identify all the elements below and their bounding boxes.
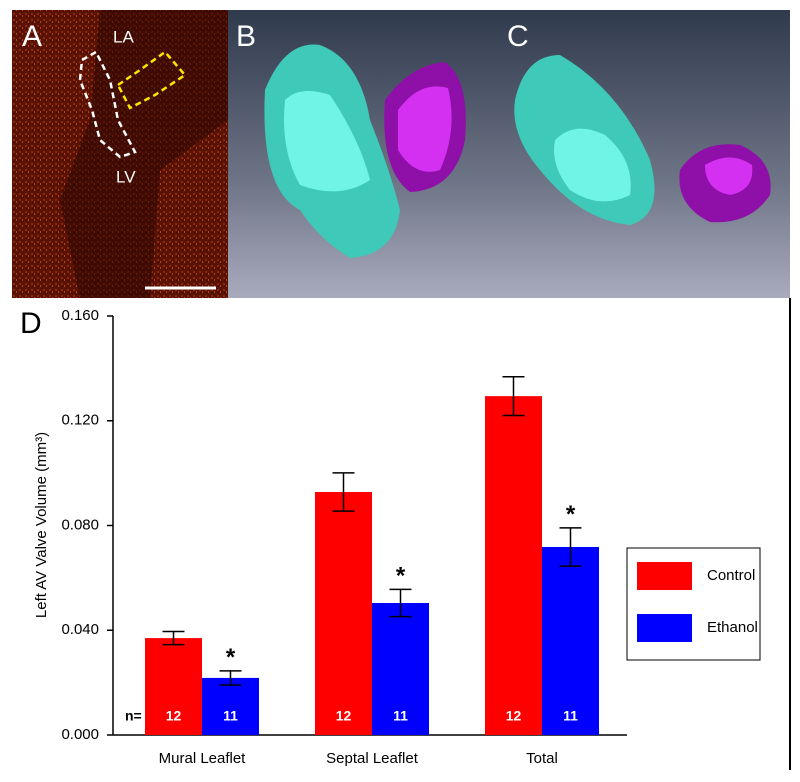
outline-white [78, 50, 137, 159]
panel-label: C [507, 20, 529, 53]
n-label: 11 [393, 708, 408, 724]
significance-marker: * [226, 644, 236, 671]
cyan-leaflet-highlight [284, 91, 370, 192]
y-tick-label: 0.080 [61, 516, 99, 533]
y-tick-label: 0.000 [61, 726, 99, 743]
panel-label: D [20, 307, 42, 340]
n-label: 12 [336, 708, 352, 724]
y-tick-label: 0.120 [61, 412, 99, 429]
panel-d: D Left AV Valve Volume (mm³) 0.000 0.040 0… [20, 298, 791, 770]
purple-leaflet-highlight [398, 86, 452, 172]
significance-marker: * [396, 563, 406, 590]
n-label-prefix: n= [125, 708, 142, 724]
bar [145, 638, 202, 735]
significance-marker: * [566, 501, 576, 528]
bar [485, 396, 542, 735]
panel-b: B [228, 10, 499, 298]
cyan-leaflet-highlight [554, 128, 631, 202]
y-axis-label: Left AV Valve Volume (mm³) [33, 432, 50, 618]
panel-label: A [22, 20, 42, 53]
bar [202, 677, 259, 735]
x-tick-label: Total [526, 750, 558, 767]
n-label: 12 [506, 708, 522, 724]
outline-yellow [116, 50, 187, 110]
legend-label: Ethanol [707, 619, 758, 636]
annotation: LA [113, 27, 134, 46]
bar [315, 491, 372, 735]
y-tick-label: 0.160 [61, 307, 99, 324]
annotation: LV [116, 167, 136, 186]
n-label: 11 [563, 708, 578, 724]
legend-swatch [637, 614, 692, 642]
x-tick-label: Mural Leaflet [159, 750, 247, 767]
legend-label: Control [707, 567, 755, 584]
purple-leaflet-highlight [705, 157, 753, 195]
bar [372, 603, 429, 735]
n-label: 11 [223, 708, 238, 724]
bar [542, 546, 599, 735]
legend-swatch [637, 562, 692, 590]
panel-a: A LA LV [12, 10, 228, 298]
y-tick-label: 0.040 [61, 621, 99, 638]
panel-c: C [499, 10, 790, 298]
panel-label: B [236, 20, 256, 53]
x-tick-label: Septal Leaflet [326, 750, 419, 767]
n-label: 12 [166, 708, 182, 724]
dark-region [60, 10, 228, 298]
